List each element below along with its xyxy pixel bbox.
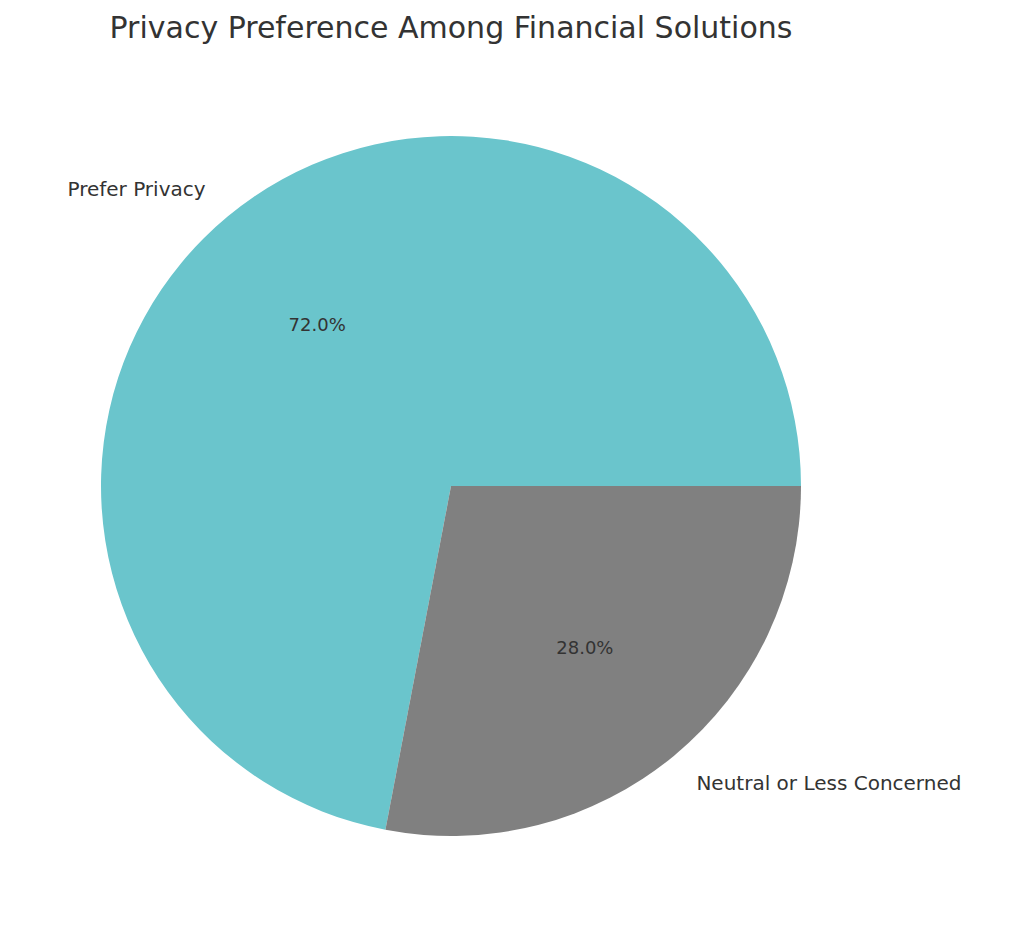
slice-label: Prefer Privacy bbox=[67, 177, 205, 201]
slice-label: Neutral or Less Concerned bbox=[696, 771, 961, 795]
data-label: 28.0% bbox=[556, 637, 613, 658]
title: Privacy Preference Among Financial Solut… bbox=[110, 10, 793, 45]
chart: Privacy Preference Among Financial Solut… bbox=[0, 0, 1024, 938]
slices bbox=[101, 136, 801, 836]
data-label: 72.0% bbox=[289, 314, 346, 335]
